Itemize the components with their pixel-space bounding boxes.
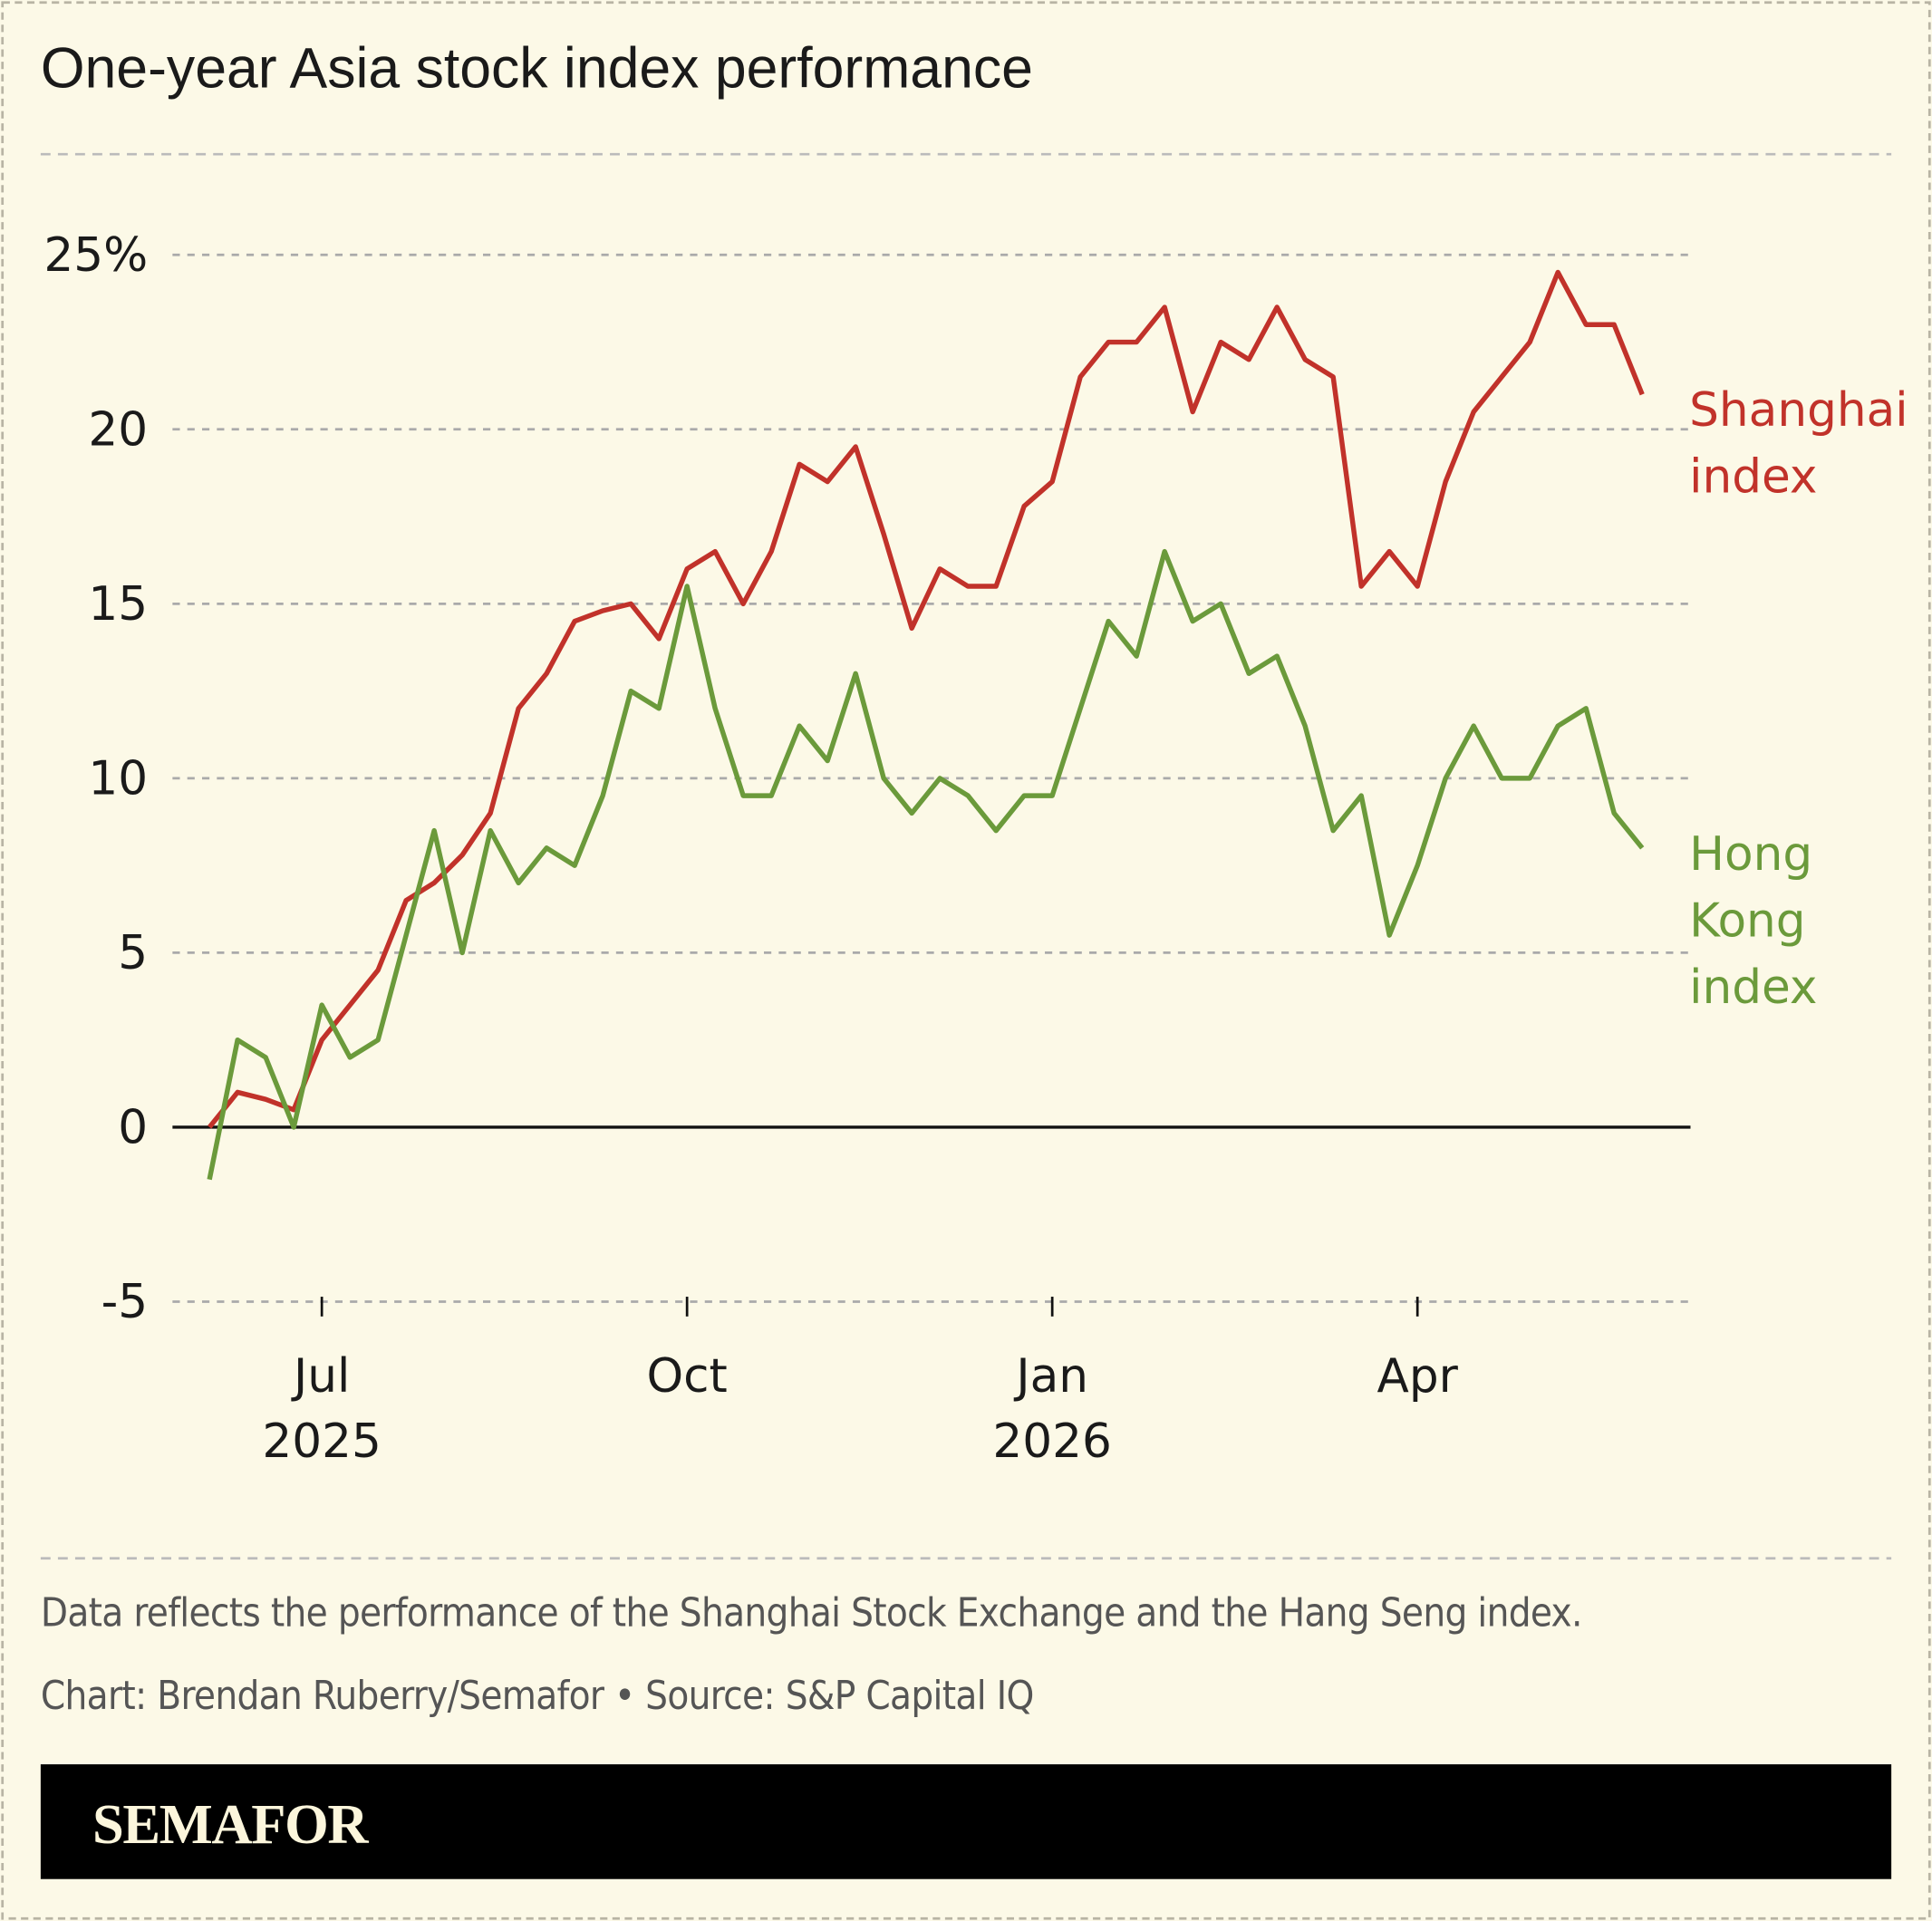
- y-tick-label: 5: [118, 926, 148, 980]
- brand: SEMAFOR: [92, 1792, 369, 1856]
- x-tick-year: 2026: [992, 1414, 1111, 1469]
- y-tick-label: 25%: [43, 228, 148, 283]
- chart-title: One-year Asia stock index performance: [40, 35, 1033, 101]
- x-tick-label: Oct: [647, 1349, 728, 1404]
- x-tick-year: 2025: [262, 1414, 381, 1469]
- y-tick-label: 0: [118, 1101, 148, 1155]
- x-tick-label: Jan: [1013, 1349, 1088, 1404]
- series-line: [207, 548, 1645, 1181]
- x-tick-label: Jul: [291, 1349, 350, 1404]
- note: Data reflects the performance of the Sha…: [40, 1588, 1583, 1636]
- y-tick-label: 10: [88, 752, 148, 806]
- brand-bar: SEMAFOR: [40, 1764, 1892, 1879]
- y-tick-label: -5: [101, 1275, 149, 1329]
- y-tick-label: 20: [88, 402, 148, 457]
- series-label: Hong Kong index: [1689, 826, 1818, 1015]
- x-tick-label: Apr: [1377, 1349, 1459, 1404]
- series-label: Shanghai index: [1689, 382, 1908, 504]
- y-tick-label: 15: [88, 577, 148, 632]
- series-line: [208, 269, 1645, 1129]
- credit: Chart: Brendan Ruberry/Semafor • Source:…: [40, 1671, 1034, 1719]
